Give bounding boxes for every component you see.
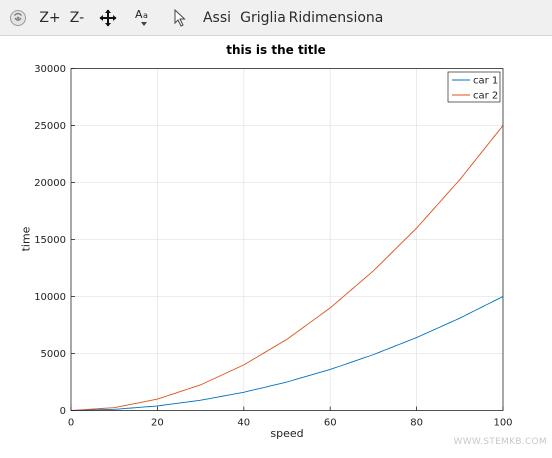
x-tick-label: 40 — [237, 418, 250, 429]
line-chart: 0 20 40 60 80 100 0 5000 10000 15000 20000 25000 300… — [34, 64, 512, 429]
grid-lines — [71, 68, 503, 411]
x-tick-label: 80 — [410, 418, 423, 429]
y-tick-label: 5000 — [41, 349, 66, 360]
y-tick-label: 25000 — [34, 121, 66, 132]
figure-toolbar: Z+ Z- A a Assi Griglia Ridimensiona — [0, 0, 552, 36]
pan-icon[interactable] — [97, 0, 119, 36]
svg-text:a: a — [143, 11, 148, 20]
legend: car 1 car 2 — [447, 71, 501, 103]
axes-button[interactable]: Assi — [202, 10, 232, 26]
x-axis-label: speed — [270, 427, 304, 440]
zoom-in-button[interactable]: Z+ — [39, 10, 61, 26]
resize-button[interactable]: Ridimensiona — [288, 10, 384, 26]
text-size-icon[interactable]: A a — [133, 0, 155, 36]
pointer-icon[interactable] — [170, 0, 190, 36]
y-tick-label: 10000 — [34, 292, 66, 303]
chart-title: this is the title — [226, 43, 326, 57]
series-line-2 — [70, 125, 504, 411]
x-tick-label: 60 — [324, 418, 337, 429]
zoom-out-button[interactable]: Z- — [69, 10, 85, 26]
chart-series — [70, 125, 504, 411]
y-tick-label: 0 — [60, 406, 66, 417]
axis-ticks: 0 20 40 60 80 100 0 5000 10000 15000 20000 25000 300… — [34, 64, 512, 429]
legend-entry: car 1 — [473, 76, 498, 87]
x-tick-label: 100 — [493, 418, 512, 429]
svg-text:A: A — [135, 8, 143, 21]
legend-box — [447, 71, 501, 103]
octave-logo-icon[interactable] — [6, 0, 30, 36]
x-tick-label: 20 — [151, 418, 164, 429]
legend-entry: car 2 — [473, 91, 498, 102]
series-line-1 — [70, 296, 504, 411]
watermark: WWW.STEMKB.COM — [453, 437, 547, 447]
y-tick-label: 15000 — [34, 235, 66, 246]
x-tick-label: 0 — [68, 418, 74, 429]
figure-canvas: this is the title 0 20 40 60 80 100 0 5000 10000… — [0, 37, 552, 458]
y-tick-label: 30000 — [34, 64, 66, 75]
y-tick-label: 20000 — [34, 178, 66, 189]
y-axis-label: time — [19, 226, 33, 252]
grid-button[interactable]: Griglia — [240, 10, 286, 26]
